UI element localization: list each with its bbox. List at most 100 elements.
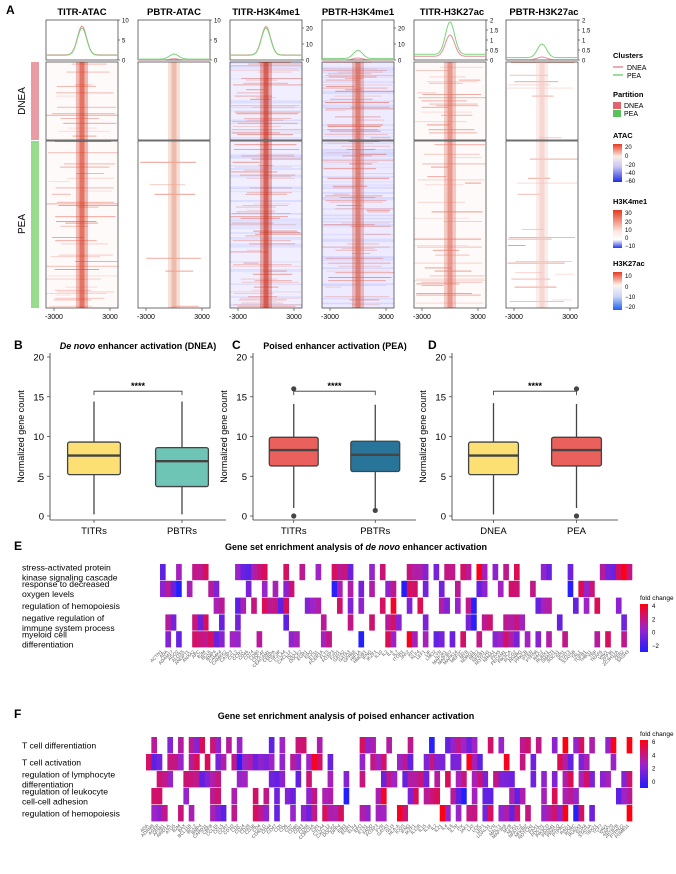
heatmap-cell — [311, 754, 318, 771]
heatmap-cell — [471, 754, 478, 771]
heatmap-cell — [578, 805, 585, 822]
heatmap-row-signal — [245, 235, 261, 237]
heatmap-row-signal — [416, 293, 472, 294]
y-tick-label: 5 — [242, 472, 247, 483]
heatmap-cell — [294, 631, 300, 648]
heatmap-row-signal — [355, 119, 385, 121]
heatmap-cell — [380, 805, 387, 822]
heatmap-cell — [497, 631, 504, 648]
heatmap-row-signal — [231, 121, 264, 123]
heatmap-frame — [505, 140, 579, 309]
heatmap-frame — [505, 61, 579, 141]
row-label: regulation of hemopoiesis — [22, 809, 120, 819]
heatmap-frame — [413, 140, 487, 309]
gene-label: IL15 — [417, 823, 427, 833]
gene-label: IL10 — [373, 649, 383, 659]
significance-label: **** — [327, 381, 342, 391]
profile-tick-label: 0 — [306, 59, 310, 65]
heatmap-cell — [525, 737, 531, 754]
gene-label: IL2 — [381, 649, 389, 657]
heatmap-row-signal — [55, 240, 97, 242]
significance-bracket — [293, 390, 376, 396]
heatmap-cell — [583, 754, 590, 771]
heatmap-cell — [397, 805, 403, 822]
gene-label: LYN — [433, 649, 443, 659]
heatmap-cell — [422, 614, 429, 631]
heatmap-cell — [176, 580, 182, 597]
heatmap-cell — [476, 564, 483, 581]
legend-title-h3k4me1: H3K4me1 — [613, 197, 647, 206]
heatmap-cell — [567, 580, 574, 597]
heatmap-row-signal — [232, 240, 291, 242]
col-title: PBTR-ATAC — [147, 7, 201, 18]
heatmap-cell — [621, 614, 627, 631]
heatmap-cell — [573, 788, 579, 805]
row-label: regulation of lymphocyte — [22, 770, 115, 780]
row-label: T cell activation — [22, 758, 81, 768]
heatmap-row-signal — [232, 132, 280, 134]
heatmap-cell — [311, 805, 318, 822]
heatmap-cell — [465, 597, 472, 614]
box-pbtrs — [154, 446, 210, 488]
gene-label: IL6 — [446, 823, 454, 831]
heatmap-cell — [364, 737, 371, 754]
profile-curve-dnea — [414, 34, 486, 57]
heatmap-row-signal — [257, 71, 292, 73]
profile-tick-label: 1 — [490, 39, 494, 45]
heatmap-row-signal — [415, 70, 449, 71]
box-titrs — [66, 441, 122, 476]
heatmap-cell — [337, 580, 343, 597]
heatmap-row-signal — [253, 230, 298, 232]
heatmap-cell — [183, 771, 190, 788]
legend-tick: 0 — [652, 780, 656, 786]
heatmap-row-signal — [429, 275, 485, 277]
heatmap-row-signal — [238, 299, 287, 301]
heatmap-center-core — [355, 62, 361, 140]
heatmap-row-signal — [56, 201, 114, 203]
heatmap-row-signal — [414, 245, 469, 246]
gene-label: PAX5 — [490, 649, 502, 661]
box-outlier — [291, 386, 297, 392]
heatmap-cell — [509, 788, 515, 805]
heatmap-cell — [272, 580, 279, 597]
heatmap-cell — [245, 564, 252, 581]
heatmap-row-signal — [323, 168, 377, 170]
heatmap-row-signal — [56, 221, 97, 222]
heatmap-cell — [192, 631, 198, 648]
heatmap-cell — [455, 805, 462, 822]
y-axis-label: Normalized gene count — [219, 390, 229, 483]
heatmap-row-signal — [507, 84, 551, 86]
heatmap-cell — [406, 631, 413, 648]
heatmap-cell — [156, 788, 163, 805]
profile-curve-pea — [506, 43, 578, 59]
heatmap-cell — [417, 597, 424, 614]
heatmap-cell — [519, 788, 526, 805]
heatmap-row-signal — [507, 262, 565, 264]
panel-letter-c: C — [232, 338, 241, 352]
heatmap-cell — [263, 805, 270, 822]
gene-label: JAK3 — [459, 823, 471, 835]
heatmap-cell — [471, 788, 478, 805]
heatmap-cell — [165, 614, 172, 631]
heatmap-cell — [498, 805, 505, 822]
row-label: regulation of leukocyte — [22, 787, 108, 797]
heatmap-cell — [481, 564, 488, 581]
gene-label: IFNG — [361, 649, 373, 661]
legend-tick: 0 — [625, 154, 629, 160]
heatmap-cell — [151, 788, 157, 805]
heatmap-cell — [391, 771, 398, 788]
heatmap-row-signal — [325, 286, 341, 288]
heatmap-cell — [385, 580, 391, 597]
legend-swatch-dnea — [613, 102, 621, 109]
profile-tick-label: 20 — [398, 27, 405, 33]
heatmap-cell — [461, 788, 467, 805]
heatmap-cell — [278, 597, 284, 614]
heatmap-row-signal — [249, 187, 292, 189]
heatmap-cell — [433, 631, 440, 648]
row-group-label-dnea: DNEA — [17, 87, 28, 115]
heatmap-cell — [509, 805, 515, 822]
legend-partition-pea: PEA — [624, 111, 638, 118]
heatmap-cell — [455, 580, 461, 597]
y-tick-label: 5 — [39, 472, 44, 483]
heatmap-cell — [156, 771, 163, 788]
